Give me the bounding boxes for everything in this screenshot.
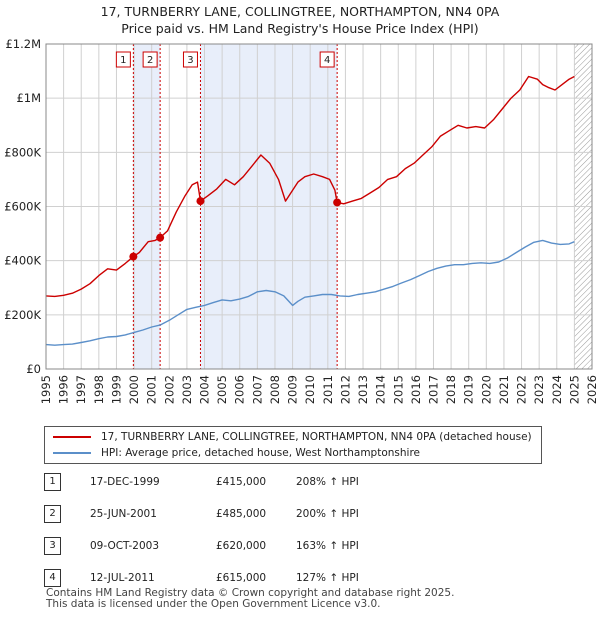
legend-property-label: 17, TURNBERRY LANE, COLLINGTREE, NORTHAM… [101, 431, 532, 443]
footer-attribution: Contains HM Land Registry data © Crown c… [46, 588, 454, 610]
sale-marker-label: 3 [187, 55, 193, 66]
sale-number: 2 [44, 505, 61, 523]
legend-hpi-label: HPI: Average price, detached house, West… [101, 447, 420, 459]
x-tick-label: 2000 [127, 375, 141, 404]
sale-marker-box [319, 51, 335, 68]
y-tick-label: £600K [4, 200, 41, 214]
sale-marker-label: 2 [147, 55, 153, 66]
sale-price: £485,000 [216, 508, 267, 520]
x-tick-label: 2007 [250, 375, 264, 404]
sale-marker-badge: 2 [142, 51, 158, 68]
sale-hpi-change: 208% ↑ HPI [296, 476, 359, 488]
sale-marker-box [115, 51, 131, 68]
x-tick-label: 1996 [57, 375, 71, 404]
price-chart: 1 2 3 4 £0 £200K £400K £600K £800K £1M £1.2M 1995 1… [4, 37, 599, 404]
sale-marker-badge: 3 [182, 51, 198, 68]
x-tick-label: 2025 [567, 375, 581, 404]
x-tick-label: 2012 [338, 375, 352, 404]
x-tick-label: 2014 [374, 375, 388, 404]
sale-number: 4 [44, 569, 61, 587]
sale-row: 1 17-DEC-1999 £415,000 208% ↑ HPI [0, 472, 600, 492]
title-line-2: Price paid vs. HM Land Registry's House … [121, 21, 479, 36]
y-tick-label: £1.2M [5, 37, 41, 51]
sale-number: 1 [44, 473, 61, 491]
sale-row: 4 12-JUL-2011 £615,000 127% ↑ HPI [0, 568, 600, 588]
sale-point [196, 197, 205, 206]
sale-date: 12-JUL-2011 [90, 572, 155, 584]
x-tick-label: 2021 [497, 375, 511, 404]
y-tick-label: £1M [16, 91, 41, 105]
x-tick-label: 2022 [515, 375, 529, 404]
x-tick-label: 2019 [462, 375, 476, 404]
sale-date: 25-JUN-2001 [90, 508, 157, 520]
x-tick-label: 2018 [444, 375, 458, 404]
sale-marker-badge: 1 [115, 51, 131, 68]
sale-marker-box [182, 51, 198, 68]
y-tick-label: £400K [4, 254, 41, 268]
y-tick-label: £0 [26, 362, 41, 376]
sale-hpi-change: 127% ↑ HPI [296, 572, 359, 584]
sale-date: 17-DEC-1999 [90, 476, 160, 488]
x-tick-label: 2005 [215, 375, 229, 404]
sale-price: £620,000 [216, 540, 267, 552]
y-tick-label: £800K [4, 145, 41, 159]
chart-title: 17, TURNBERRY LANE, COLLINGTREE, NORTHAM… [0, 3, 600, 37]
sale-point [156, 233, 165, 242]
sale-row: 2 25-JUN-2001 £485,000 200% ↑ HPI [0, 504, 600, 524]
sale-marker-badge: 4 [319, 51, 335, 68]
sale-date: 09-OCT-2003 [90, 540, 159, 552]
sale-hpi-change: 163% ↑ HPI [296, 540, 359, 552]
hpi-line [45, 239, 575, 346]
x-tick-label: 2011 [321, 375, 335, 404]
sale-point [129, 252, 138, 261]
x-tick-label: 2013 [356, 375, 370, 404]
x-tick-label: 2009 [286, 375, 300, 404]
x-tick-label: 2024 [550, 375, 564, 404]
x-tick-label: 2010 [303, 375, 317, 404]
title-line-1: 17, TURNBERRY LANE, COLLINGTREE, NORTHAM… [100, 4, 500, 19]
footer-line-2: This data is licensed under the Open Gov… [46, 598, 381, 610]
x-tick-label: 1999 [109, 375, 123, 404]
property-price-line [45, 75, 575, 298]
x-tick-label: 2003 [180, 375, 194, 404]
x-tick-label: 2008 [268, 375, 282, 404]
x-tick-label: 1998 [92, 375, 106, 404]
x-tick-label: 1997 [74, 375, 88, 404]
sale-row: 3 09-OCT-2003 £620,000 163% ↑ HPI [0, 536, 600, 556]
x-tick-label: 2017 [426, 375, 440, 404]
x-tick-label: 2004 [198, 375, 212, 404]
x-tick-label: 2020 [479, 375, 493, 404]
property-swatch [53, 436, 91, 438]
plot-frame [45, 43, 593, 370]
y-tick-label: £200K [4, 308, 41, 322]
sale-price: £615,000 [216, 572, 267, 584]
footer-line-1: Contains HM Land Registry data © Crown c… [46, 587, 455, 599]
sale-marker-box [142, 51, 158, 68]
x-tick-label: 2016 [409, 375, 423, 404]
legend: 17, TURNBERRY LANE, COLLINGTREE, NORTHAM… [44, 426, 542, 464]
sale-marker-label: 4 [324, 55, 330, 66]
x-tick-label: 2001 [145, 375, 159, 404]
sale-hpi-change: 200% ↑ HPI [296, 508, 359, 520]
x-tick-label: 2026 [585, 375, 599, 404]
sale-point [333, 198, 342, 207]
x-tick-label: 2002 [162, 375, 176, 404]
hpi-swatch [53, 452, 91, 454]
x-tick-label: 2015 [391, 375, 405, 404]
sale-price: £415,000 [216, 476, 267, 488]
sale-marker-label: 1 [120, 55, 126, 66]
x-tick-label: 1995 [39, 375, 53, 404]
sale-number: 3 [44, 537, 61, 555]
x-tick-label: 2023 [532, 375, 546, 404]
x-tick-label: 2006 [233, 375, 247, 404]
